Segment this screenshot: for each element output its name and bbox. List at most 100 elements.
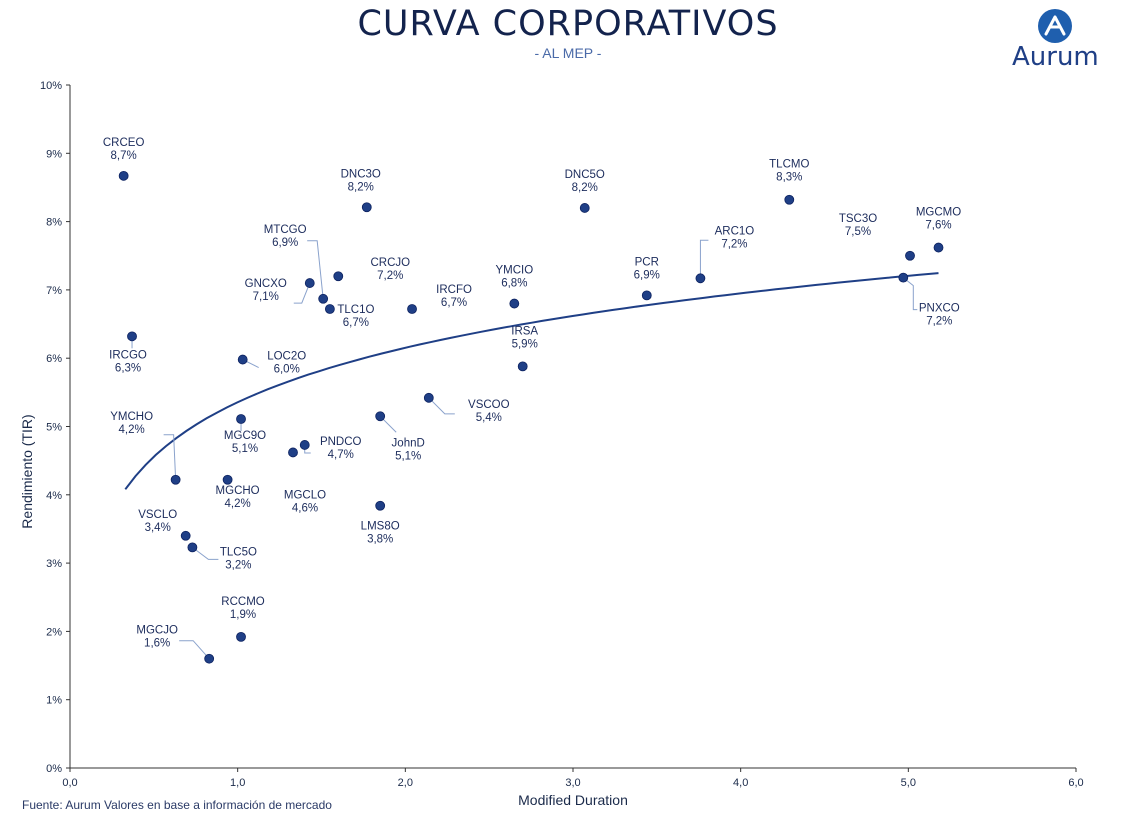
- point-value-label: 8,2%: [348, 181, 374, 193]
- point-value-label: 6,0%: [274, 364, 300, 376]
- point-name-label: CRCEO: [103, 137, 145, 149]
- point-value-label: 5,1%: [395, 450, 421, 462]
- data-point-ymcio: [509, 298, 520, 309]
- point-value-label: 6,7%: [343, 317, 369, 329]
- point-name-label: MTCGO: [264, 224, 307, 236]
- data-point-mgcho: [222, 474, 233, 485]
- x-tick-label: 0,0: [62, 777, 77, 789]
- point-name-label: IRCFO: [436, 284, 472, 296]
- point-name-label: DNC3O: [341, 168, 381, 180]
- point-name-label: PCR: [635, 256, 659, 268]
- point-name-label: ARC1O: [715, 225, 755, 237]
- data-point-dnc5o: [579, 203, 590, 213]
- point-name-label: TSC3O: [839, 213, 877, 225]
- point-value-label: 3,8%: [367, 534, 393, 546]
- point-value-label: 4,2%: [224, 498, 250, 510]
- chart-axes: 0% 1% 2% 3% 4% 5% 6% 7% 8% 9% 10% 0,0 1,0 2,0 3,0 4,0 5,…: [40, 80, 1084, 789]
- point-value-label: 7,2%: [926, 316, 952, 328]
- data-point-tlc1o: [324, 304, 335, 314]
- data-point-tsc3o: [905, 250, 915, 261]
- point-value-label: 1,9%: [230, 609, 256, 621]
- data-point-vscoo: [423, 392, 434, 403]
- point-value-label: 7,1%: [253, 291, 279, 303]
- point-value-label: 6,9%: [272, 237, 298, 249]
- point-value-label: 7,6%: [925, 220, 951, 232]
- point-value-label: 3,2%: [225, 559, 251, 571]
- data-point-rccmo: [236, 631, 246, 642]
- point-value-label: 7,5%: [845, 226, 871, 238]
- y-tick-label: 7%: [46, 285, 62, 297]
- leader-line: [163, 434, 177, 480]
- leader-line: [293, 282, 311, 304]
- leader-lines: [131, 239, 918, 660]
- point-value-label: 8,7%: [111, 150, 137, 162]
- point-name-label: PNXCO: [919, 303, 960, 315]
- y-tick-label: 3%: [46, 558, 62, 570]
- point-name-label: MGCJO: [136, 625, 178, 637]
- leader-line: [902, 277, 918, 311]
- chart-title: CURVA CORPORATIVOS: [357, 4, 779, 44]
- point-value-label: 6,8%: [501, 278, 527, 290]
- point-name-label: VSCLO: [138, 509, 177, 521]
- point-name-label: RCCMO: [221, 596, 264, 608]
- point-name-label: TLC1O: [337, 304, 374, 316]
- data-point-pndco: [299, 440, 310, 450]
- x-tick-label: 2,0: [398, 777, 413, 789]
- point-name-label: YMCHO: [110, 411, 153, 423]
- data-point-ymcho: [170, 474, 181, 485]
- point-name-label: YMCIO: [495, 265, 533, 277]
- point-name-label: CRCJO: [370, 257, 410, 269]
- point-name-label: MGC9O: [224, 430, 266, 442]
- x-axis-title: Modified Duration: [518, 792, 628, 808]
- leader-line: [307, 240, 324, 299]
- y-tick-label: 6%: [46, 353, 62, 365]
- point-value-label: 1,6%: [144, 638, 170, 650]
- leader-line: [428, 397, 455, 415]
- y-tick-label: 2%: [46, 626, 62, 638]
- y-tick-label: 1%: [46, 695, 62, 707]
- data-point-mtcgo: [318, 293, 329, 304]
- point-name-label: IRSA: [511, 325, 538, 337]
- data-point-tlcmo: [784, 194, 795, 205]
- point-value-label: 8,3%: [776, 172, 802, 184]
- y-tick-label: 4%: [46, 490, 62, 502]
- point-name-label: TLC5O: [220, 546, 257, 558]
- data-point-ircfo: [407, 304, 417, 314]
- data-point-irsa: [517, 361, 528, 372]
- data-point-crceo: [118, 170, 129, 181]
- data-point-johnd: [375, 411, 386, 422]
- point-value-label: 6,9%: [634, 269, 660, 281]
- source-note: Fuente: Aurum Valores en base a informac…: [22, 798, 332, 812]
- data-point-mgcjo: [204, 653, 215, 664]
- chart-subtitle: - AL MEP -: [534, 45, 602, 61]
- point-name-label: DNC5O: [565, 169, 605, 181]
- data-point-ircgo: [127, 331, 137, 342]
- data-point-mgc9o: [236, 414, 246, 424]
- x-tick-label: 4,0: [733, 777, 748, 789]
- data-point-arc1o: [695, 273, 706, 284]
- point-value-label: 5,9%: [512, 338, 538, 350]
- data-point-gncxo: [304, 278, 315, 288]
- data-point-tlc5o: [187, 542, 198, 553]
- x-tick-label: 5,0: [901, 777, 916, 789]
- data-point-mgcmo: [933, 242, 944, 253]
- point-labels: CRCEO8,7%IRCGO6,3%YMCHO4,2%VSCLO3,4%TLC5…: [103, 137, 961, 650]
- point-name-label: IRCGO: [109, 349, 147, 361]
- point-value-label: 5,4%: [476, 412, 502, 424]
- y-axis-title: Rendimiento (TIR): [19, 414, 35, 528]
- point-value-label: 6,7%: [441, 297, 467, 309]
- point-name-label: JohnD: [392, 437, 425, 449]
- point-value-label: 7,2%: [377, 270, 403, 282]
- data-point-dnc3o: [361, 202, 372, 213]
- point-name-label: MGCHO: [216, 485, 260, 497]
- data-points: [118, 170, 944, 664]
- point-value-label: 3,4%: [145, 522, 171, 534]
- point-name-label: MGCLO: [284, 489, 326, 501]
- point-value-label: 7,2%: [721, 238, 747, 250]
- point-name-label: TLCMO: [769, 159, 809, 171]
- x-tick-label: 1,0: [230, 777, 245, 789]
- x-tick-label: 3,0: [565, 777, 580, 789]
- leader-line: [699, 239, 709, 279]
- y-tick-label: 9%: [46, 148, 62, 160]
